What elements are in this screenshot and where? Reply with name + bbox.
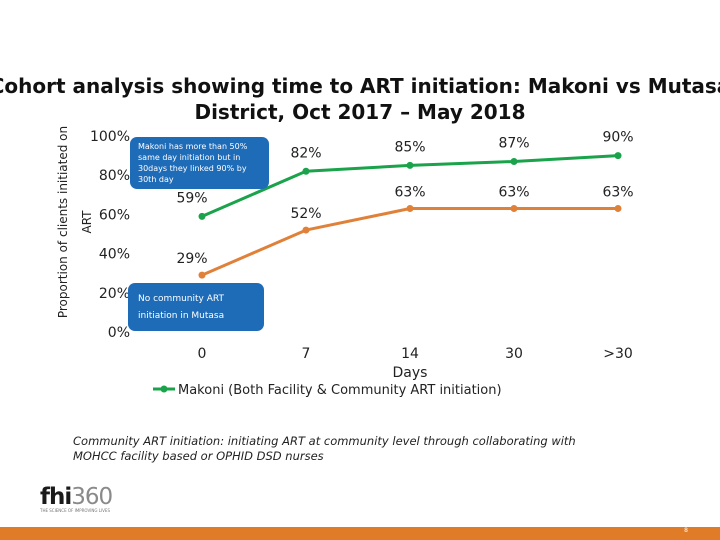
- series-0-point: [614, 152, 622, 160]
- annotation-makoni-line-1: Makoni has more than 50%: [138, 142, 248, 151]
- series-1-data-label: 63%: [602, 185, 633, 201]
- series-1-data-label: 29%: [176, 251, 207, 267]
- x-tick-label: 14: [401, 346, 419, 362]
- chart-title-line-1: Cohort analysis showing time to ART init…: [0, 74, 720, 98]
- x-tick-label: 30: [505, 346, 523, 362]
- annotation-mutasa-line-1: No community ART: [138, 294, 224, 304]
- series-0-point: [302, 167, 310, 175]
- y-tick-label: 100%: [90, 129, 130, 145]
- series-0-data-label: 87%: [498, 135, 529, 151]
- logo-text-main: fhi: [40, 484, 72, 510]
- annotation-makoni-line-3: 30days they linked 90% by: [138, 164, 247, 173]
- x-tick-label: 0: [198, 346, 207, 362]
- series-1-data-label: 63%: [394, 185, 425, 201]
- y-tick-label: 0%: [108, 325, 130, 341]
- series-0-point: [510, 157, 518, 165]
- annotation-box-makoni: [130, 137, 269, 189]
- annotation-makoni-line-2: same day initiation but in: [138, 153, 240, 162]
- page-number: 8: [684, 527, 688, 534]
- x-axis-label: Days: [393, 365, 428, 381]
- y-tick-label: 80%: [99, 168, 130, 184]
- series-0-data-label: 85%: [394, 139, 425, 155]
- series-1-point: [614, 205, 622, 213]
- series-1-data-label: 52%: [290, 206, 321, 222]
- logo-tagline: THE SCIENCE OF IMPROVING LIVES: [40, 508, 110, 513]
- y-axis-label-line-1: Proportion of clients initiated on: [56, 126, 70, 318]
- annotation-makoni-line-4: 30th day: [138, 175, 174, 184]
- series-0-point: [406, 161, 414, 169]
- series-1-point: [302, 226, 310, 234]
- x-tick-label: 7: [302, 346, 311, 362]
- fhi360-logo: fhi360 THE SCIENCE OF IMPROVING LIVES: [40, 484, 113, 524]
- series-0-data-label: 90%: [602, 130, 633, 146]
- y-tick-label: 40%: [99, 247, 130, 263]
- bottom-bar: [0, 527, 720, 540]
- series-0-data-label: 59%: [176, 190, 207, 206]
- annotation-box-mutasa: [128, 283, 264, 331]
- logo-text-num: 360: [71, 484, 113, 510]
- y-tick-label: 60%: [99, 207, 130, 223]
- series-1-data-label: 63%: [498, 185, 529, 201]
- annotation-mutasa-line-2: initiation in Mutasa: [138, 311, 224, 321]
- series-1-point: [198, 271, 206, 279]
- legend-marker-makoni: [160, 385, 168, 393]
- series-1-point: [406, 205, 414, 213]
- y-axis-label-line-2: ART: [80, 210, 94, 234]
- series-line-1: [201, 207, 618, 277]
- legend-label-makoni: Makoni (Both Facility & Community ART in…: [178, 383, 502, 398]
- series-0-point: [198, 212, 206, 220]
- footnote: Community ART initiation: initiating ART…: [73, 434, 576, 463]
- series-0-data-label: 82%: [290, 145, 321, 161]
- chart-title-line-2: District, Oct 2017 – May 2018: [194, 100, 525, 124]
- x-tick-label: >30: [603, 346, 633, 362]
- y-tick-label: 20%: [99, 286, 130, 302]
- series-1-point: [510, 205, 518, 213]
